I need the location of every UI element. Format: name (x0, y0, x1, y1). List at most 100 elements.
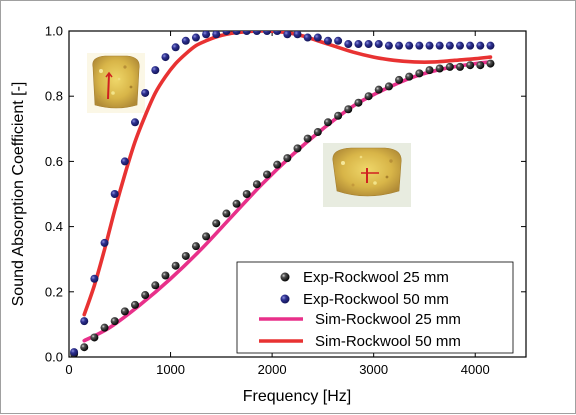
data-point-exp-rockwool-50-mm (486, 41, 495, 50)
data-point-exp-rockwool-50-mm (466, 41, 475, 50)
data-point-exp-rockwool-50-mm (242, 31, 251, 35)
rockwool-25mm-sample-photo (323, 143, 411, 207)
data-point-exp-rockwool-25-mm (191, 242, 200, 251)
data-point-exp-rockwool-25-mm (364, 92, 373, 101)
data-point-exp-rockwool-25-mm (141, 291, 150, 300)
data-point-exp-rockwool-25-mm (476, 61, 485, 70)
data-point-exp-rockwool-25-mm (273, 160, 282, 169)
data-point-exp-rockwool-50-mm (100, 238, 109, 247)
data-point-exp-rockwool-25-mm (405, 72, 414, 81)
data-point-exp-rockwool-25-mm (202, 232, 211, 241)
y-tick-label: 0.8 (45, 89, 63, 104)
data-point-exp-rockwool-25-mm (425, 66, 434, 75)
data-point-exp-rockwool-25-mm (395, 75, 404, 84)
data-point-exp-rockwool-50-mm (212, 31, 221, 39)
y-tick-label: 0.6 (45, 154, 63, 169)
data-point-exp-rockwool-25-mm (263, 170, 272, 179)
data-point-exp-rockwool-25-mm (334, 111, 343, 120)
data-point-exp-rockwool-50-mm (395, 41, 404, 50)
y-tick-label: 0.0 (45, 350, 63, 365)
data-point-exp-rockwool-50-mm (171, 43, 180, 52)
legend-label-sim-25: Sim-Rockwool 25 mm (315, 311, 461, 328)
data-point-exp-rockwool-50-mm (110, 190, 119, 198)
data-point-exp-rockwool-25-mm (131, 300, 140, 309)
data-point-exp-rockwool-25-mm (120, 307, 129, 316)
data-point-exp-rockwool-50-mm (90, 274, 99, 283)
data-point-exp-rockwool-25-mm (212, 219, 221, 228)
data-point-exp-rockwool-25-mm (90, 333, 99, 342)
data-point-exp-rockwool-25-mm (466, 61, 475, 70)
rockwool-50mm-sample-photo (87, 53, 145, 113)
legend-label-exp-50: Exp-Rockwool 50 mm (303, 291, 449, 308)
data-point-exp-rockwool-50-mm (232, 31, 241, 35)
x-tick-label: 0 (65, 362, 72, 377)
data-point-exp-rockwool-25-mm (171, 261, 180, 270)
data-point-exp-rockwool-25-mm (415, 69, 424, 78)
data-point-exp-rockwool-25-mm (80, 343, 89, 352)
data-point-exp-rockwool-25-mm (110, 317, 119, 326)
data-point-exp-rockwool-50-mm (415, 41, 424, 50)
data-point-exp-rockwool-25-mm (313, 128, 322, 137)
legend: Exp-Rockwool 25 mm Exp-Rockwool 50 mm Si… (236, 261, 514, 354)
data-point-exp-rockwool-50-mm (405, 41, 414, 50)
data-point-exp-rockwool-25-mm (232, 199, 241, 208)
data-point-exp-rockwool-25-mm (374, 85, 383, 94)
data-point-exp-rockwool-50-mm (323, 36, 332, 45)
legend-marker-exp-50 (280, 294, 290, 304)
data-point-exp-rockwool-50-mm (455, 41, 464, 50)
data-point-exp-rockwool-50-mm (293, 31, 302, 39)
data-point-exp-rockwool-50-mm (364, 40, 373, 49)
data-point-exp-rockwool-50-mm (161, 53, 170, 62)
data-point-exp-rockwool-25-mm (445, 62, 454, 71)
data-point-exp-rockwool-25-mm (293, 144, 302, 153)
data-point-exp-rockwool-50-mm (435, 41, 444, 50)
data-point-exp-rockwool-25-mm (161, 271, 170, 280)
y-tick-label: 0.4 (45, 219, 63, 234)
data-point-exp-rockwool-50-mm (131, 118, 140, 127)
data-point-exp-rockwool-50-mm (273, 31, 282, 35)
series-line-sim-rockwool-50-mm (82, 31, 493, 317)
series-layer (70, 31, 495, 357)
data-point-exp-rockwool-25-mm (252, 180, 261, 189)
data-point-exp-rockwool-50-mm (181, 36, 190, 45)
data-point-exp-rockwool-50-mm (354, 40, 363, 49)
data-point-exp-rockwool-25-mm (354, 98, 363, 107)
x-tick-label: 3000 (359, 362, 388, 377)
data-point-exp-rockwool-50-mm (222, 31, 231, 35)
data-point-exp-rockwool-25-mm (344, 105, 353, 114)
data-point-exp-rockwool-50-mm (141, 88, 150, 97)
data-point-exp-rockwool-25-mm (303, 134, 312, 143)
data-point-exp-rockwool-25-mm (151, 281, 160, 290)
data-point-exp-rockwool-25-mm (242, 190, 251, 198)
y-tick-label: 1.0 (45, 24, 63, 39)
data-point-exp-rockwool-50-mm (263, 31, 272, 35)
data-point-exp-rockwool-50-mm (476, 41, 485, 50)
data-point-exp-rockwool-25-mm (222, 209, 231, 218)
data-point-exp-rockwool-50-mm (425, 41, 434, 50)
series-line-sim-rockwool-25-mm (82, 60, 493, 343)
data-point-exp-rockwool-25-mm (384, 82, 393, 91)
x-tick-label: 1000 (156, 362, 185, 377)
y-axis-label: Sound Absorption Coefficient [-] (10, 82, 27, 307)
x-tick-label: 4000 (461, 362, 490, 377)
data-point-exp-rockwool-50-mm (374, 40, 383, 49)
legend-label-exp-25: Exp-Rockwool 25 mm (303, 269, 449, 286)
data-point-exp-rockwool-50-mm (384, 41, 393, 50)
data-point-exp-rockwool-25-mm (486, 59, 495, 68)
data-point-exp-rockwool-25-mm (435, 64, 444, 73)
data-point-exp-rockwool-25-mm (323, 118, 332, 127)
data-point-exp-rockwool-50-mm (252, 31, 261, 35)
data-point-exp-rockwool-50-mm (344, 40, 353, 49)
data-point-exp-rockwool-50-mm (151, 66, 160, 75)
data-point-exp-rockwool-50-mm (334, 36, 343, 45)
data-point-exp-rockwool-25-mm (100, 323, 109, 332)
data-point-exp-rockwool-25-mm (283, 154, 292, 163)
data-point-exp-rockwool-50-mm (303, 33, 312, 42)
x-tick-label: 2000 (258, 362, 287, 377)
data-point-exp-rockwool-50-mm (313, 33, 322, 42)
y-tick-label: 0.2 (45, 284, 63, 299)
legend-label-sim-50: Sim-Rockwool 50 mm (315, 333, 461, 350)
data-point-exp-rockwool-50-mm (202, 31, 211, 39)
